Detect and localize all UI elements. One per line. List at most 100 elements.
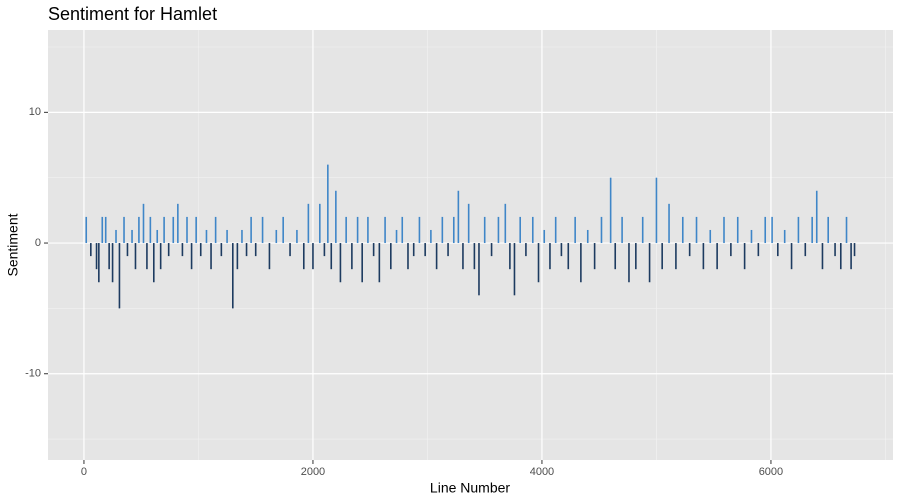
bar <box>104 216 107 244</box>
bar <box>195 216 197 244</box>
bar <box>85 216 88 244</box>
bar <box>172 216 175 244</box>
bar <box>149 216 152 244</box>
x-tick-label: 6000 <box>759 466 783 478</box>
bar <box>586 229 589 244</box>
x-tick-label: 2000 <box>301 466 325 478</box>
bar <box>574 216 576 244</box>
bar <box>384 216 386 244</box>
bar <box>519 216 521 244</box>
bar <box>115 229 117 244</box>
bar <box>378 243 381 283</box>
bar <box>163 216 165 244</box>
bar <box>681 216 684 244</box>
bar <box>531 216 534 244</box>
bar <box>146 243 148 270</box>
bar <box>621 216 623 244</box>
bar <box>430 229 432 244</box>
bar <box>549 243 551 270</box>
bar <box>614 243 617 270</box>
bar <box>250 216 252 244</box>
bar <box>134 243 137 270</box>
bar <box>447 243 449 257</box>
bar <box>821 243 824 270</box>
bar <box>462 243 464 270</box>
bar <box>764 216 767 244</box>
bar <box>335 190 337 244</box>
bar <box>655 177 658 244</box>
bar <box>412 243 415 257</box>
bar <box>123 216 125 244</box>
bar <box>675 243 677 270</box>
bar <box>452 216 455 244</box>
bar <box>181 243 184 257</box>
bar <box>790 243 793 270</box>
bar <box>723 216 725 244</box>
bar <box>435 243 438 270</box>
bar <box>688 243 691 257</box>
bar <box>797 216 800 244</box>
bar <box>356 216 359 244</box>
bar <box>101 216 104 244</box>
bar <box>407 243 409 270</box>
bar <box>118 243 121 309</box>
bar <box>214 216 217 244</box>
bar <box>361 243 363 283</box>
bar <box>282 216 284 244</box>
bar <box>771 216 773 244</box>
bar <box>226 229 228 244</box>
bar <box>709 229 712 244</box>
bar <box>351 243 353 270</box>
bar <box>245 243 248 257</box>
bar <box>478 243 480 296</box>
bar <box>497 216 500 244</box>
bar <box>580 243 582 283</box>
y-axis-title: Sentiment <box>5 213 21 276</box>
bar <box>648 243 651 283</box>
bar <box>327 164 329 244</box>
bar <box>473 243 476 270</box>
y-tick-label: 10 <box>29 106 41 118</box>
bar <box>138 216 140 244</box>
bar <box>757 243 760 257</box>
bar <box>205 229 208 244</box>
bar <box>401 216 404 244</box>
bar <box>509 243 511 270</box>
bar <box>628 243 630 283</box>
bar <box>815 190 818 244</box>
y-tick-label: -10 <box>25 368 41 380</box>
bar <box>424 243 426 257</box>
bar <box>190 243 193 270</box>
bar <box>457 190 460 244</box>
bar <box>839 243 842 270</box>
bar <box>275 229 278 244</box>
bar <box>543 229 546 244</box>
bar <box>220 243 223 257</box>
bar <box>750 229 753 244</box>
bar <box>210 243 212 270</box>
bar <box>441 216 444 244</box>
bar <box>236 243 239 270</box>
bar <box>513 243 516 296</box>
bar <box>395 229 398 244</box>
y-tick-label: 0 <box>35 237 41 249</box>
bar <box>232 243 234 309</box>
bar <box>845 216 848 244</box>
bar <box>600 216 603 244</box>
bar <box>312 243 314 270</box>
bar <box>302 243 305 270</box>
bar <box>156 229 159 244</box>
chart-title: Sentiment for Hamlet <box>48 4 217 24</box>
bar <box>111 243 114 283</box>
bar <box>811 216 813 244</box>
bar <box>261 216 264 244</box>
bar <box>730 243 732 257</box>
bar <box>108 243 110 270</box>
bar <box>268 243 271 270</box>
bar <box>390 243 392 270</box>
bar <box>167 243 170 257</box>
x-tick-label: 4000 <box>530 466 554 478</box>
bar <box>804 243 807 257</box>
bar <box>850 243 852 270</box>
